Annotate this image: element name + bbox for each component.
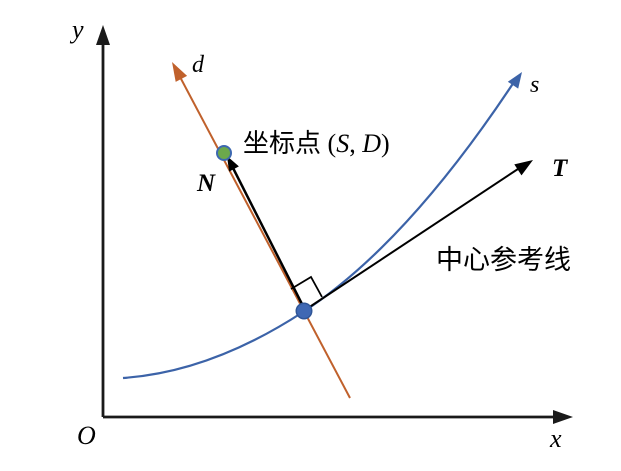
- d-axis-line: [178, 74, 351, 399]
- x-axis-arrowhead-icon: [553, 410, 573, 424]
- coordinate-point-caption: 坐标点 (S, D): [243, 129, 390, 158]
- d-axis-arrowhead-icon: [172, 62, 188, 82]
- coordinate-point-dot: [218, 147, 230, 159]
- y-axis-label: y: [69, 15, 84, 44]
- caption-cjk: 坐标点: [243, 129, 321, 158]
- projection-point-dot: [297, 304, 311, 318]
- origin-label: O: [77, 421, 96, 450]
- caption-close-paren: ): [381, 129, 390, 158]
- y-axis-arrowhead-icon: [96, 25, 110, 45]
- reference-curve: [122, 81, 515, 380]
- caption-separator: ,: [349, 129, 362, 158]
- reference-line-caption: 中心参考线: [436, 245, 571, 275]
- caption-s-var: S: [336, 129, 349, 158]
- x-axis-label: x: [549, 424, 562, 453]
- caption-open-paren: (: [321, 129, 336, 158]
- normal-vector-label: N: [196, 170, 216, 197]
- right-angle-marker-icon: [290, 275, 323, 298]
- tangent-arrowhead-icon: [514, 160, 533, 176]
- s-curve-label: s: [530, 72, 539, 98]
- tangent-vector-label: T: [552, 155, 569, 182]
- tangent-vector-line: [304, 166, 522, 311]
- caption-d-var: D: [361, 129, 381, 158]
- d-axis-label: d: [192, 52, 205, 78]
- normal-arrowhead-icon: [227, 156, 239, 172]
- normal-vector-line: [229, 163, 307, 311]
- s-curve-arrowhead-icon: [507, 72, 522, 89]
